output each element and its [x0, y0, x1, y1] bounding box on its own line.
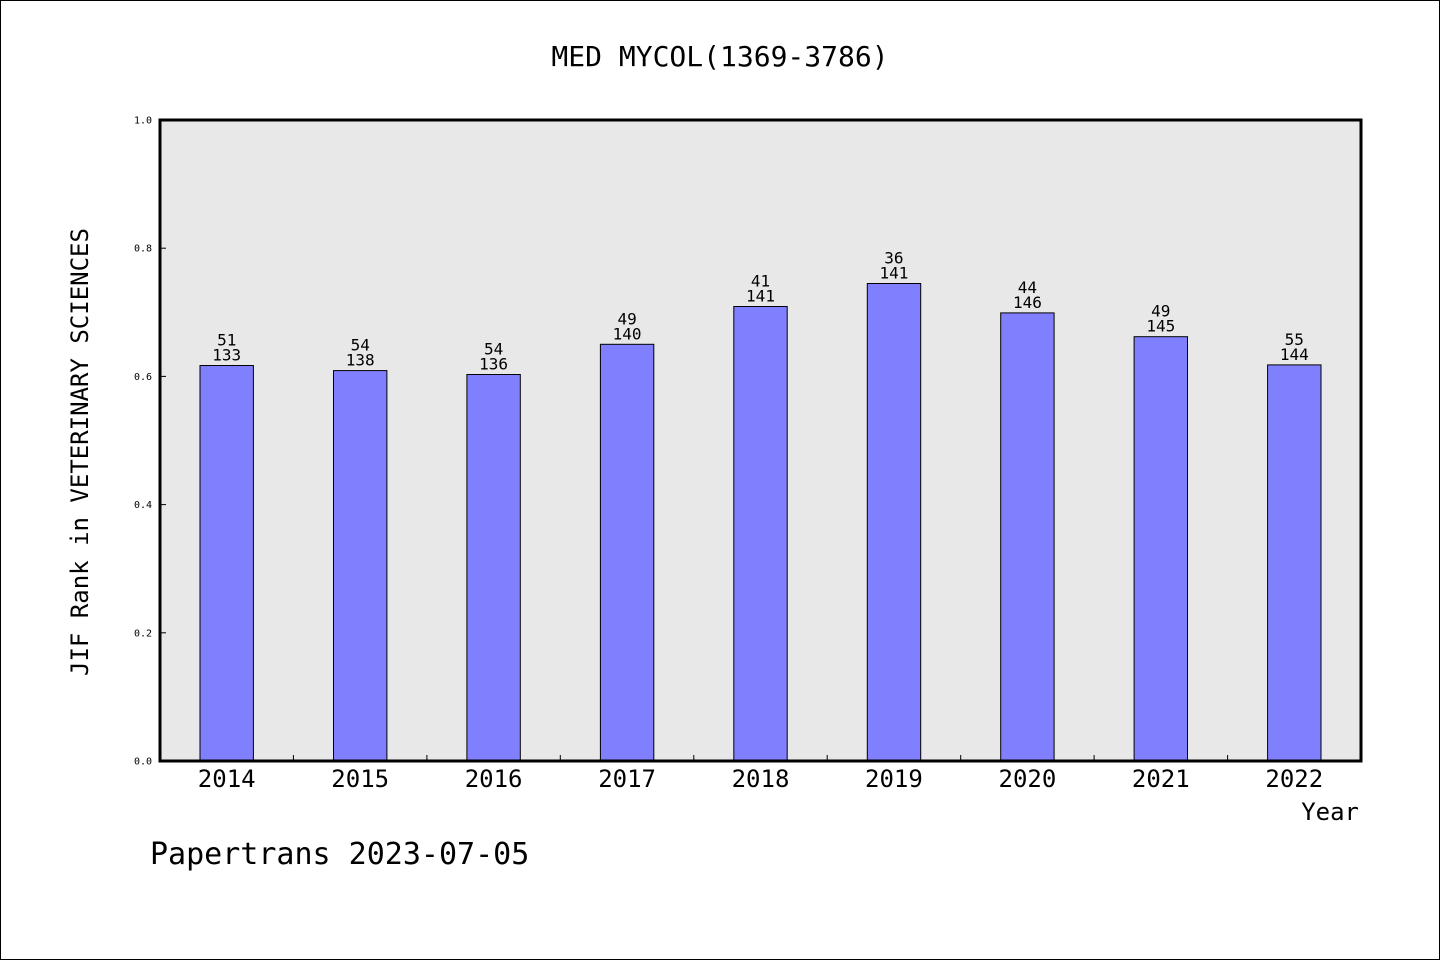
bar-total-label-2017: 140: [613, 324, 642, 343]
x-axis-label: Year: [1301, 798, 1359, 826]
bar-rank-label-2019: 36: [884, 249, 903, 268]
bar-total-label-2014: 133: [212, 346, 241, 365]
bar-total-label-2016: 136: [479, 355, 508, 374]
bar-2017: [599, 343, 655, 762]
y-tick-label-0.2: 0.2: [134, 628, 152, 639]
bar-2020: [1000, 312, 1055, 762]
bar-2014: [199, 365, 254, 762]
x-axis-ticks: 2014 2015 2016 2017 2018 2019 2020 2021 2022: [198, 755, 1323, 793]
chart-title: MED MYCOL(1369-3786): [551, 40, 888, 73]
plot-border: [158, 118, 1363, 763]
bar-2016: [466, 374, 521, 762]
bar-total-label-2018: 141: [746, 287, 775, 306]
x-tick-label-2022: 2022: [1265, 765, 1323, 793]
bar-rank-label-2022: 55: [1285, 330, 1304, 349]
y-tick-label-1.0: 1.0: [134, 116, 152, 127]
bar-rank-label-2018: 41: [751, 272, 770, 291]
bar-total-label-2015: 138: [346, 351, 375, 370]
x-tick-label-2016: 2016: [465, 765, 523, 793]
bar-rank-label-2016: 54: [484, 340, 503, 359]
bar-2021: [1133, 336, 1188, 762]
y-tick-label-0.0: 0.0: [134, 757, 152, 768]
x-tick-label-2017: 2017: [598, 765, 656, 793]
bars-group: [199, 283, 1322, 762]
y-tick-label-0.6: 0.6: [134, 372, 152, 383]
bar-rank-label-2021: 49: [1151, 302, 1170, 321]
bar-2022: [1267, 364, 1322, 762]
bar-rank-label-2015: 54: [351, 336, 370, 355]
bar-total-label-2022: 144: [1280, 345, 1309, 364]
bar-rank-label-2020: 44: [1018, 278, 1037, 297]
x-tick-label-2018: 2018: [732, 765, 790, 793]
bar-2018: [733, 306, 788, 762]
y-axis-ticks: 0.0 0.2 0.4 0.6 0.8 1.0: [134, 116, 166, 768]
y-axis-label: JIF Rank in VETERINARY SCIENCES: [66, 228, 94, 676]
bar-2015: [333, 370, 388, 762]
x-tick-label-2014: 2014: [198, 765, 256, 793]
bar-2019: [866, 283, 922, 762]
bar-total-label-2020: 146: [1013, 293, 1042, 312]
y-tick-label-0.4: 0.4: [134, 500, 152, 511]
y-tick-label-0.8: 0.8: [134, 244, 152, 255]
x-tick-label-2019: 2019: [865, 765, 923, 793]
bar-rank-label-2017: 49: [617, 309, 636, 328]
footer-watermark: Papertrans 2023-07-05: [150, 837, 529, 872]
x-tick-label-2015: 2015: [331, 765, 389, 793]
x-tick-label-2021: 2021: [1132, 765, 1190, 793]
bar-total-label-2021: 145: [1146, 317, 1175, 336]
bar-total-label-2019: 141: [879, 264, 908, 283]
x-tick-label-2020: 2020: [999, 765, 1057, 793]
bar-rank-label-2014: 51: [217, 331, 236, 350]
